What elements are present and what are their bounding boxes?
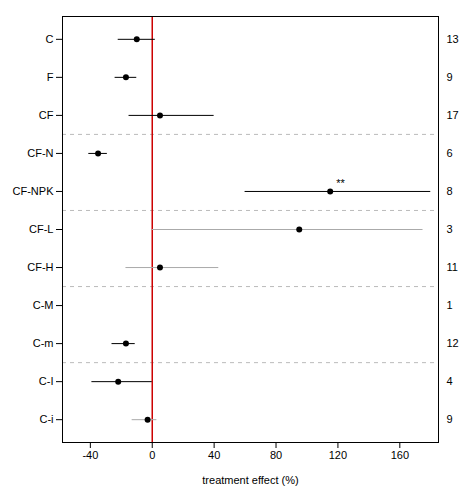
- svg-text:C-i: C-i: [39, 413, 53, 425]
- svg-text:4: 4: [447, 375, 453, 387]
- svg-text:40: 40: [208, 449, 220, 461]
- svg-text:17: 17: [447, 109, 459, 121]
- svg-text:6: 6: [447, 147, 453, 159]
- svg-text:3: 3: [447, 223, 453, 235]
- svg-text:8: 8: [447, 185, 453, 197]
- svg-text:13: 13: [447, 33, 459, 45]
- svg-text:C-I: C-I: [39, 375, 54, 387]
- svg-text:80: 80: [270, 449, 282, 461]
- svg-text:1: 1: [447, 299, 453, 311]
- svg-text:F: F: [47, 71, 54, 83]
- svg-text:CF-NPK: CF-NPK: [13, 185, 55, 197]
- svg-text:CF-H: CF-H: [27, 261, 53, 273]
- svg-text:9: 9: [447, 413, 453, 425]
- svg-text:11: 11: [447, 261, 458, 273]
- svg-text:CF-N: CF-N: [27, 147, 53, 159]
- svg-text:160: 160: [391, 449, 409, 461]
- svg-text:12: 12: [447, 337, 459, 349]
- svg-text:CF: CF: [39, 109, 54, 121]
- svg-text:120: 120: [329, 449, 347, 461]
- svg-text:C-m: C-m: [33, 337, 54, 349]
- svg-text:**: **: [336, 177, 345, 189]
- svg-text:CF-L: CF-L: [29, 223, 53, 235]
- svg-text:9: 9: [447, 71, 453, 83]
- svg-text:C-M: C-M: [33, 299, 54, 311]
- svg-text:treatment effect (%): treatment effect (%): [202, 474, 298, 486]
- svg-text:0: 0: [149, 449, 155, 461]
- svg-text:-40: -40: [82, 449, 98, 461]
- svg-text:C: C: [46, 33, 54, 45]
